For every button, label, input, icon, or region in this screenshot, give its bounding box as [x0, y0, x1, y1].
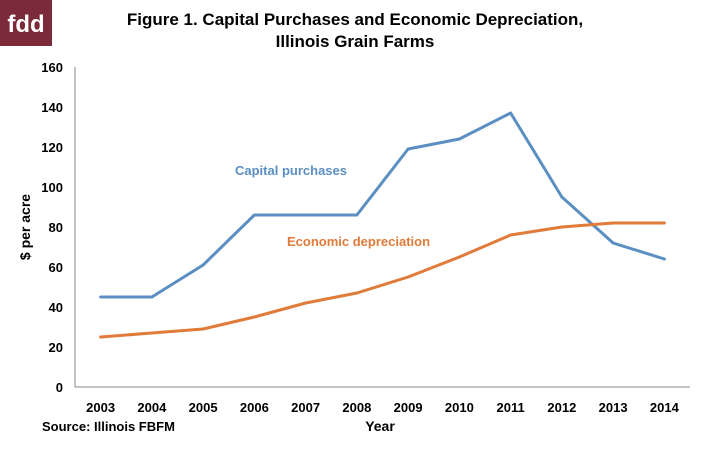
capital-purchases-point [201, 263, 205, 267]
capital-purchases-line [100, 111, 665, 299]
economic-depreciation-point [662, 221, 666, 225]
x-tick-label: 2012 [547, 400, 576, 415]
chart-title: Figure 1. Capital Purchases and Economic… [127, 10, 583, 29]
y-tick-label: 80 [49, 220, 63, 235]
y-tick-label: 60 [49, 260, 63, 275]
y-tick-label: 100 [41, 180, 63, 195]
economic-depreciation-point [560, 225, 564, 229]
y-tick-label: 140 [41, 100, 63, 115]
capital-purchases-point [99, 295, 103, 299]
capital-purchases-point [355, 213, 359, 217]
economic-depreciation-point [304, 301, 308, 305]
x-tick-label: 2007 [291, 400, 320, 415]
chart-subtitle: Illinois Grain Farms [276, 32, 435, 51]
y-tick-label: 20 [49, 340, 63, 355]
economic-depreciation-point [150, 331, 154, 335]
y-tick-label: 0 [56, 380, 63, 395]
capital-purchases-point [406, 147, 410, 151]
y-tick-label: 40 [49, 300, 63, 315]
source-note: Source: Illinois FBFM [42, 419, 175, 434]
y-axis-title: $ per acre [17, 194, 33, 260]
y-tick-label: 120 [41, 140, 63, 155]
x-tick-label: 2009 [394, 400, 423, 415]
capital-purchases-point [252, 213, 256, 217]
economic-depreciation-point [406, 275, 410, 279]
y-tick-label: 160 [41, 60, 63, 75]
economic-depreciation-point [99, 335, 103, 339]
x-tick-label: 2005 [189, 400, 218, 415]
economic-depreciation-label: Economic depreciation [287, 234, 430, 249]
y-axis-ticks: 0 20 40 60 80 100 120 140 160 [41, 60, 63, 395]
x-tick-label: 2003 [86, 400, 115, 415]
capital-purchases-point [457, 137, 461, 141]
x-tick-label: 2014 [650, 400, 680, 415]
x-tick-label: 2008 [342, 400, 371, 415]
data-points [99, 111, 666, 339]
capital-purchases-point [662, 257, 666, 261]
x-tick-label: 2013 [599, 400, 628, 415]
capital-purchases-label: Capital purchases [235, 163, 347, 178]
capital-purchases-point [509, 111, 513, 115]
economic-depreciation-line [100, 221, 665, 339]
economic-depreciation-point [457, 255, 461, 259]
logo-background [0, 0, 52, 46]
x-tick-label: 2011 [497, 400, 525, 415]
x-tick-label: 2010 [445, 400, 474, 415]
capital-purchases-point [150, 295, 154, 299]
x-tick-label: 2004 [137, 400, 167, 415]
economic-depreciation-point [355, 291, 359, 295]
economic-depreciation-point [509, 233, 513, 237]
capital-purchases-point [611, 241, 615, 245]
capital-purchases-point [560, 195, 564, 199]
fdd-logo: fdd [0, 0, 52, 46]
x-axis-title: Year [365, 418, 395, 434]
x-axis-ticks: 2003 2004 2005 2006 2007 2008 2009 2010 2011 2012… [86, 400, 679, 415]
economic-depreciation-point [252, 315, 256, 319]
capital-purchases-point [304, 213, 308, 217]
x-tick-label: 2006 [240, 400, 269, 415]
economic-depreciation-point [611, 221, 615, 225]
logo-text: fdd [7, 11, 44, 38]
economic-depreciation-point [201, 327, 205, 331]
